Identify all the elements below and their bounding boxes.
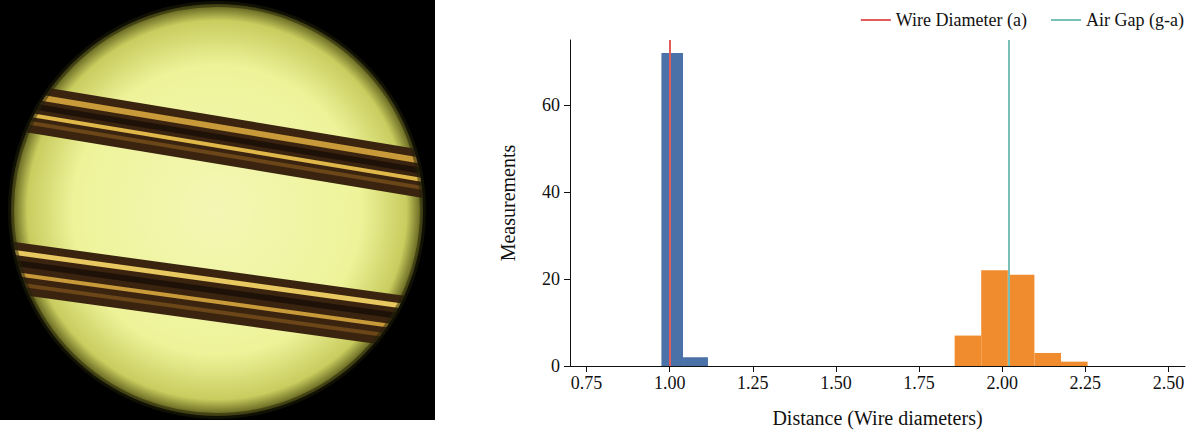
svg-text:Distance (Wire diameters): Distance (Wire diameters) [772, 407, 982, 430]
svg-text:1.25: 1.25 [737, 373, 769, 393]
svg-text:1.00: 1.00 [654, 373, 686, 393]
svg-text:60: 60 [542, 95, 560, 115]
svg-text:1.50: 1.50 [820, 373, 852, 393]
svg-text:0.75: 0.75 [571, 373, 603, 393]
svg-text:2.50: 2.50 [1153, 373, 1185, 393]
svg-text:Measurements: Measurements [497, 144, 519, 261]
svg-text:2.00: 2.00 [986, 373, 1018, 393]
svg-text:1.75: 1.75 [903, 373, 935, 393]
svg-text:0: 0 [551, 356, 560, 376]
svg-text:Wire Diameter (a): Wire Diameter (a) [896, 10, 1027, 31]
svg-text:Air Gap (g-a): Air Gap (g-a) [1086, 10, 1184, 31]
svg-text:20: 20 [542, 269, 560, 289]
svg-text:2.25: 2.25 [1070, 373, 1102, 393]
svg-text:40: 40 [542, 182, 560, 202]
